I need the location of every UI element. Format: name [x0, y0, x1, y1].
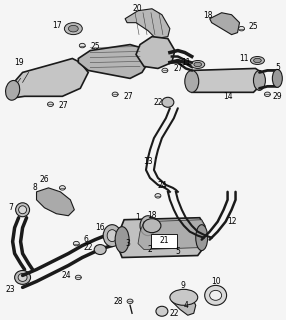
- Text: 24: 24: [157, 181, 167, 190]
- Text: 17: 17: [53, 21, 62, 30]
- Text: 10: 10: [211, 277, 221, 286]
- Ellipse shape: [127, 299, 133, 304]
- Ellipse shape: [185, 70, 199, 92]
- Text: 7: 7: [8, 203, 13, 212]
- Ellipse shape: [143, 219, 161, 233]
- Text: 14: 14: [223, 92, 233, 101]
- Text: 5: 5: [175, 247, 180, 256]
- Ellipse shape: [94, 244, 106, 254]
- Ellipse shape: [115, 227, 129, 252]
- Text: 29: 29: [273, 92, 282, 101]
- Ellipse shape: [205, 285, 227, 305]
- Ellipse shape: [210, 290, 222, 300]
- Text: 3: 3: [126, 239, 130, 248]
- Ellipse shape: [112, 92, 118, 97]
- Ellipse shape: [15, 270, 31, 284]
- Ellipse shape: [47, 102, 53, 107]
- Text: 18: 18: [203, 11, 212, 20]
- Ellipse shape: [196, 225, 208, 251]
- Polygon shape: [190, 68, 261, 92]
- Polygon shape: [78, 44, 152, 78]
- Text: 11: 11: [181, 58, 190, 67]
- Ellipse shape: [19, 206, 27, 214]
- Text: 22: 22: [169, 309, 178, 318]
- Ellipse shape: [253, 70, 265, 90]
- Text: 22: 22: [84, 243, 93, 252]
- Text: 26: 26: [40, 175, 49, 184]
- Text: 28: 28: [113, 297, 123, 306]
- Text: 18: 18: [147, 211, 157, 220]
- Polygon shape: [210, 13, 240, 35]
- Text: 9: 9: [180, 281, 185, 290]
- Polygon shape: [138, 220, 206, 250]
- Text: 12: 12: [227, 217, 236, 226]
- Ellipse shape: [18, 274, 27, 281]
- Text: 8: 8: [32, 183, 37, 192]
- Ellipse shape: [254, 58, 261, 63]
- Text: 27: 27: [59, 101, 68, 110]
- FancyBboxPatch shape: [151, 234, 177, 248]
- Ellipse shape: [156, 306, 168, 316]
- Text: 16: 16: [96, 223, 105, 232]
- Ellipse shape: [107, 230, 117, 242]
- Text: 11: 11: [239, 54, 248, 63]
- Text: 6: 6: [84, 235, 89, 244]
- Ellipse shape: [239, 27, 245, 31]
- Ellipse shape: [103, 225, 121, 247]
- Text: 23: 23: [6, 285, 15, 294]
- Polygon shape: [172, 293, 196, 315]
- Ellipse shape: [5, 80, 20, 100]
- Ellipse shape: [59, 186, 65, 190]
- Ellipse shape: [155, 194, 161, 198]
- Ellipse shape: [191, 60, 205, 68]
- Text: 27: 27: [173, 64, 183, 73]
- Ellipse shape: [73, 241, 79, 246]
- Ellipse shape: [265, 92, 270, 97]
- Text: 19: 19: [14, 58, 23, 67]
- Ellipse shape: [140, 216, 156, 236]
- Polygon shape: [37, 188, 74, 216]
- Ellipse shape: [170, 289, 198, 305]
- Text: 21: 21: [159, 236, 169, 245]
- Text: 25: 25: [90, 42, 100, 51]
- Text: 20: 20: [132, 4, 142, 13]
- Ellipse shape: [251, 57, 265, 64]
- Text: 22: 22: [153, 98, 163, 107]
- Text: 4: 4: [183, 301, 188, 310]
- Text: 25: 25: [249, 22, 258, 31]
- Text: 24: 24: [61, 271, 71, 280]
- Ellipse shape: [68, 25, 78, 32]
- Polygon shape: [118, 218, 205, 258]
- Ellipse shape: [75, 275, 81, 280]
- Text: 5: 5: [275, 63, 280, 72]
- Ellipse shape: [16, 203, 29, 217]
- Ellipse shape: [162, 97, 174, 107]
- Ellipse shape: [162, 68, 168, 73]
- Ellipse shape: [272, 69, 282, 87]
- Polygon shape: [9, 59, 88, 98]
- Text: 2: 2: [148, 245, 152, 254]
- Text: 1: 1: [136, 213, 140, 222]
- Ellipse shape: [64, 23, 82, 35]
- Polygon shape: [125, 9, 170, 39]
- Text: 27: 27: [123, 92, 133, 101]
- Text: 13: 13: [143, 157, 153, 166]
- Ellipse shape: [79, 43, 85, 48]
- Polygon shape: [136, 36, 175, 68]
- Ellipse shape: [194, 62, 202, 67]
